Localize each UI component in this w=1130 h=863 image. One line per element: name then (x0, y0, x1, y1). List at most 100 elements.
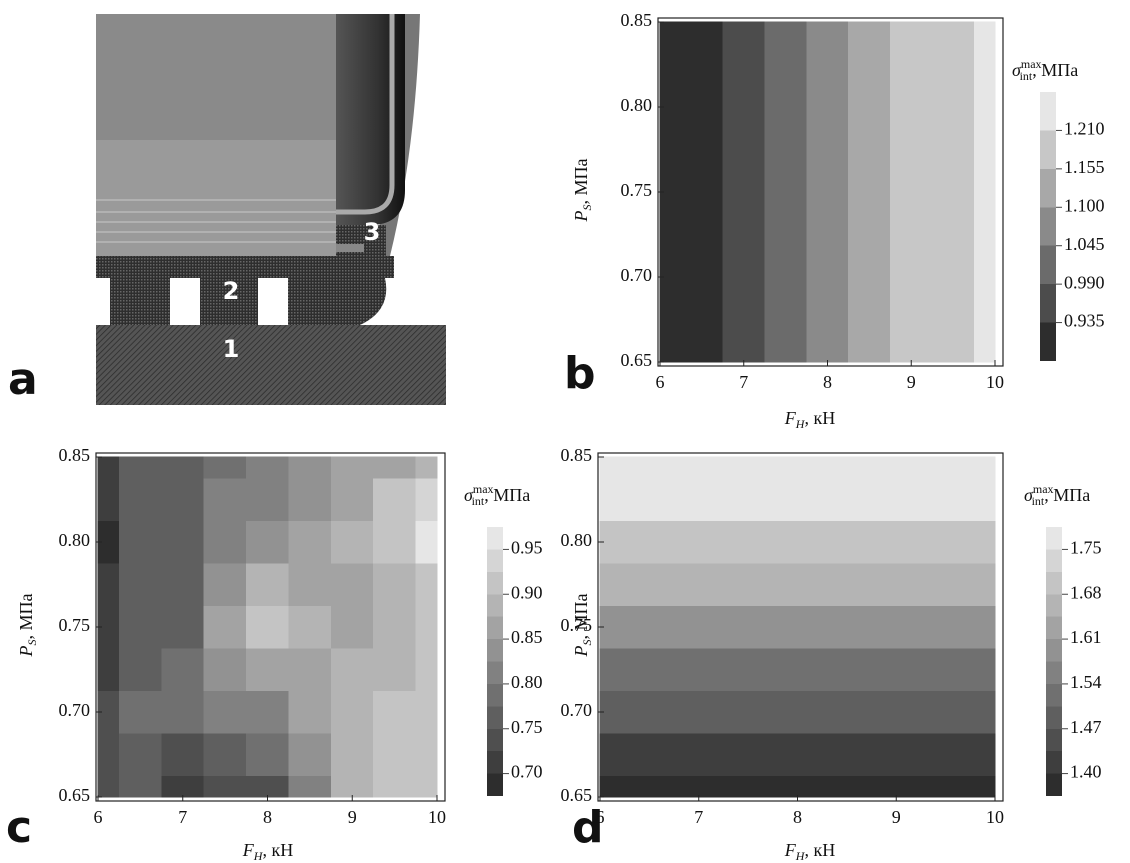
contour-cell (624, 733, 674, 776)
contour-cell (890, 43, 932, 86)
contour-cell (98, 457, 120, 479)
contour-cell (723, 255, 765, 298)
contour-cell (932, 255, 974, 298)
colorbar-band (1040, 284, 1056, 322)
contour-cell (681, 128, 723, 171)
colorbar-tick-label: 1.54 (1070, 672, 1102, 692)
contour-cell (848, 43, 890, 86)
colorbar-band (487, 617, 503, 639)
contour-cell (204, 605, 247, 648)
contour-cell (98, 648, 120, 691)
contour-cell (871, 478, 921, 521)
contour-cell (681, 255, 723, 298)
contour-cell (822, 605, 872, 648)
colorbar-band (1046, 617, 1062, 639)
part-label: 2 (223, 277, 240, 305)
contour-cell (932, 85, 974, 128)
part-label: 1 (223, 335, 240, 363)
contour-cell (822, 478, 872, 521)
contour-cell (600, 563, 625, 606)
contour-cell (822, 457, 872, 479)
contour-cell (848, 255, 890, 298)
contour-cell (932, 43, 974, 86)
contour-cell (970, 648, 995, 691)
contour-cell (98, 775, 120, 797)
contour-cell (600, 457, 625, 479)
label-part: , МПа (484, 485, 530, 505)
contour-cell (246, 775, 289, 797)
contour-cell (773, 563, 823, 606)
label-part: , кН (804, 840, 835, 860)
contour-cell (932, 22, 974, 44)
contour-cell (246, 690, 289, 733)
colorbar-tick-label: 1.045 (1064, 234, 1105, 254)
contour-cell (624, 690, 674, 733)
label-part: , МПа (571, 158, 591, 204)
body-lower (96, 140, 336, 256)
contour-cell (660, 22, 682, 44)
contour-cell (890, 170, 932, 213)
contour-cell (416, 690, 438, 733)
contour-cell (773, 478, 823, 521)
contour-cell (373, 775, 416, 797)
colorbar-band (1046, 639, 1062, 661)
contour-cell (723, 128, 765, 171)
contour-cell (970, 605, 995, 648)
label-part: , МПа (1032, 60, 1078, 80)
colorbar-tick-label: 0.935 (1064, 311, 1105, 331)
contour-cell (161, 648, 204, 691)
body-upper (96, 14, 336, 140)
contour-cell (764, 255, 806, 298)
contour-cell (660, 213, 682, 256)
x-tick-label: 7 (178, 807, 187, 827)
label-part: , кН (262, 840, 293, 860)
x-tick-label: 6 (656, 372, 665, 392)
contour-cell (764, 85, 806, 128)
contour-cell (723, 648, 773, 691)
y-tick-label: 0.80 (561, 530, 593, 550)
contour-cell (624, 648, 674, 691)
contour-cell (674, 563, 724, 606)
contour-cell (373, 605, 416, 648)
contour-cell (331, 690, 374, 733)
gap (258, 278, 288, 325)
contour-cell (723, 775, 773, 797)
contour-cell (624, 605, 674, 648)
contour-cell (600, 775, 625, 797)
contour-cell (974, 128, 996, 171)
contour-cell (970, 563, 995, 606)
contour-cell (660, 128, 682, 171)
colorbar-tick-label: 1.68 (1070, 582, 1102, 602)
colorbar-band (487, 639, 503, 661)
base-block (96, 325, 446, 405)
contour-cell (161, 457, 204, 479)
contour-cell (204, 690, 247, 733)
contour-cell (119, 457, 162, 479)
contour-cell (204, 478, 247, 521)
contour-cell (723, 85, 765, 128)
contour-cell (161, 478, 204, 521)
contour-cell (624, 457, 674, 479)
x-tick-label: 9 (348, 807, 357, 827)
contour-cell (331, 478, 374, 521)
y-tick-label: 0.85 (621, 10, 653, 30)
contour-cell (970, 520, 995, 563)
contour-cell (970, 733, 995, 776)
label-part: , МПа (16, 593, 36, 639)
contour-cell (764, 43, 806, 86)
contour-cell (871, 563, 921, 606)
contour-cell (373, 563, 416, 606)
contour-cell (204, 733, 247, 776)
contour-cell (288, 478, 331, 521)
contour-cell (932, 128, 974, 171)
contour-cell (921, 520, 971, 563)
contour-cell (416, 775, 438, 797)
contour-cell (98, 733, 120, 776)
contour-cell (806, 340, 848, 362)
contour-cell (890, 85, 932, 128)
colorbar-tick-label: 0.90 (511, 582, 543, 602)
colorbar-band (1046, 774, 1062, 796)
contour-cell (806, 255, 848, 298)
contour-cell (331, 563, 374, 606)
colorbar-band (487, 594, 503, 616)
